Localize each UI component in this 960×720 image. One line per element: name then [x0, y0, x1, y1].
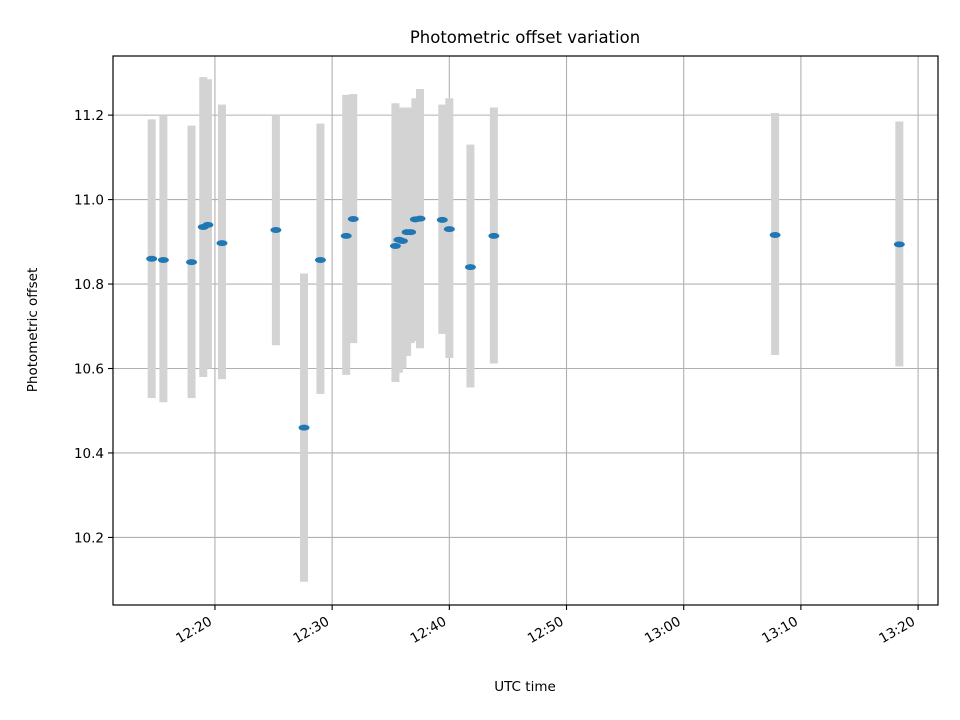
data-point: [314, 256, 326, 263]
data-points: [146, 215, 905, 431]
data-point: [405, 229, 417, 236]
data-point: [216, 240, 228, 247]
plot-frame: [112, 55, 939, 606]
y-axis-label: Photometric offset: [25, 268, 41, 392]
data-point: [347, 216, 359, 223]
y-tick-label: 11.0: [74, 193, 104, 209]
data-point: [270, 226, 282, 233]
data-point: [443, 226, 455, 233]
data-point: [464, 264, 476, 271]
data-point: [436, 216, 448, 223]
data-point: [186, 259, 198, 266]
y-tick-label: 10.2: [74, 530, 104, 546]
data-point: [146, 255, 158, 262]
data-point: [157, 256, 169, 263]
y-tick-label: 11.2: [74, 108, 104, 124]
data-point: [298, 424, 310, 431]
data-point: [414, 215, 426, 222]
y-tick-label: 10.6: [74, 362, 104, 378]
data-point: [202, 221, 214, 228]
data-point: [389, 243, 401, 250]
data-point: [396, 237, 408, 244]
x-axis-label: UTC time: [494, 679, 556, 695]
y-axis-ticks: 10.2 10.4 10.6 10.8 11.0 11.2: [74, 108, 113, 546]
chart-title: Photometric offset variation: [410, 28, 640, 47]
data-point: [488, 232, 500, 239]
grid: [113, 56, 938, 605]
y-tick-label: 10.8: [74, 277, 104, 293]
y-tick-label: 10.4: [74, 446, 104, 462]
data-point: [893, 241, 905, 248]
data-point: [340, 232, 352, 239]
data-point: [769, 232, 781, 239]
